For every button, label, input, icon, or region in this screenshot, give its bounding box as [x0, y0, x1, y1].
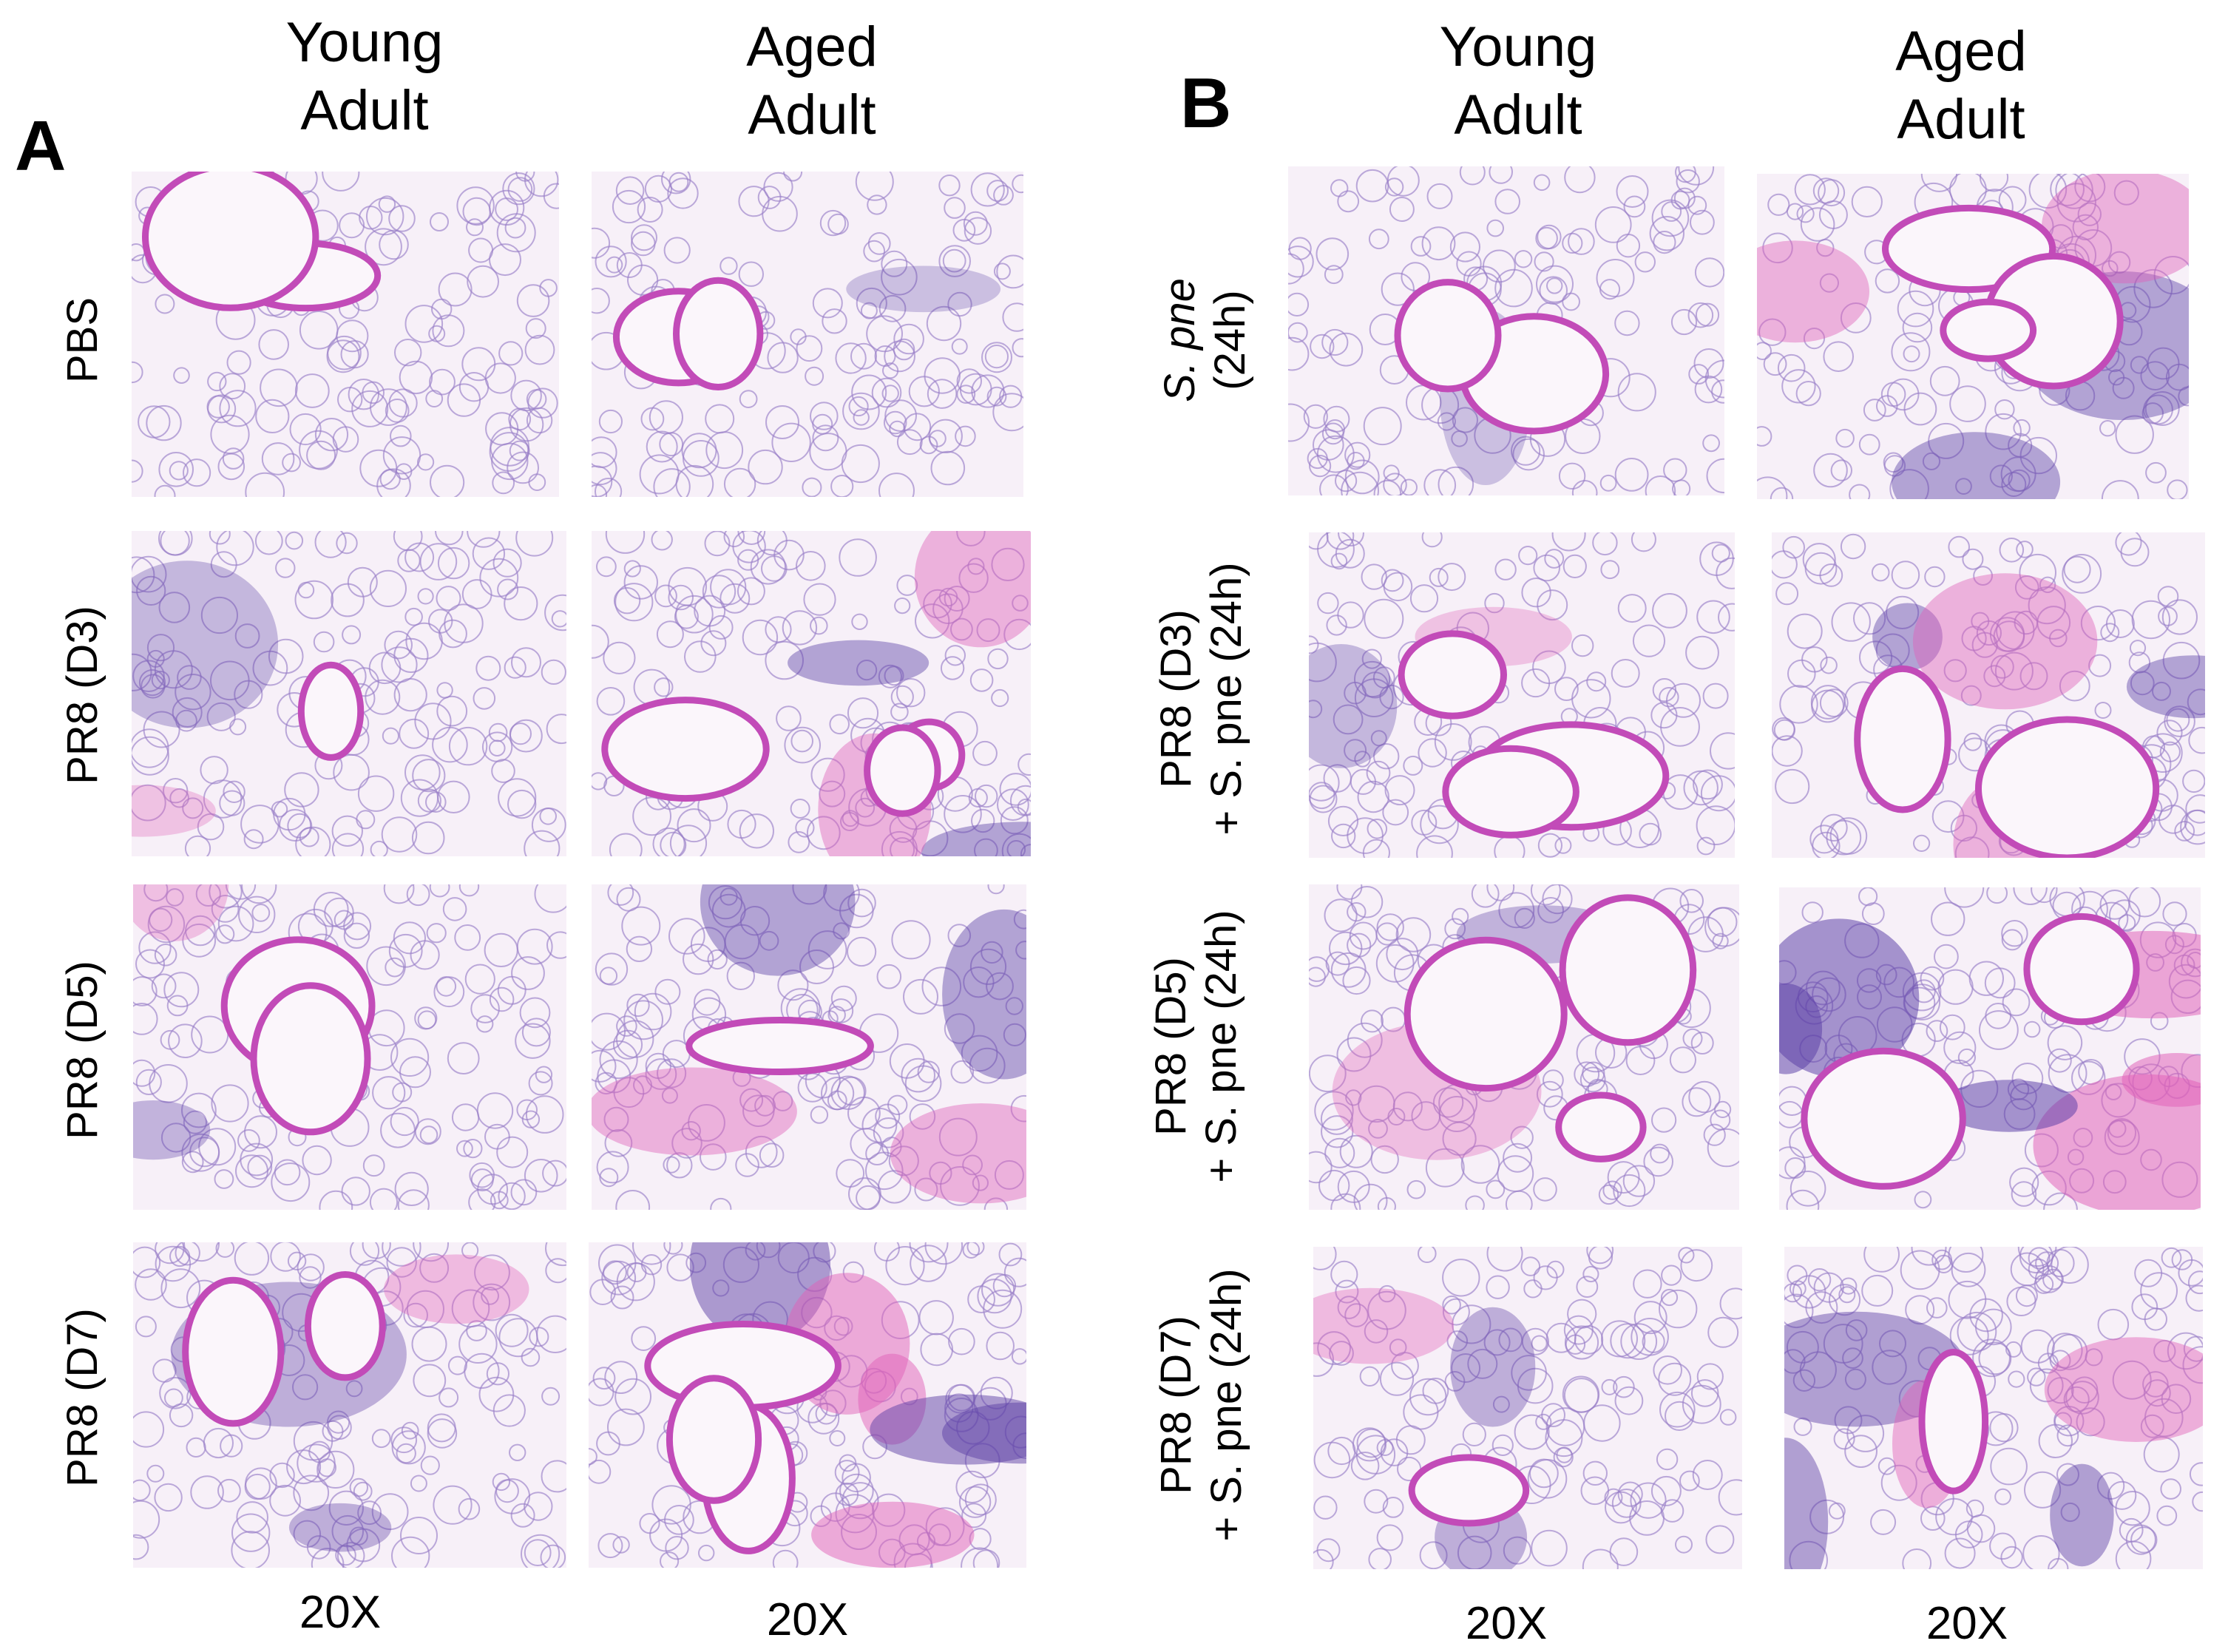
- histology-image-drawing: [592, 172, 1023, 497]
- row-label-line2: + S. pne (24h): [1202, 1268, 1250, 1542]
- histology-image-B-3-young: [1309, 884, 1739, 1210]
- histology-image-drawing: [1309, 884, 1739, 1210]
- panel-letter-a: A: [15, 106, 67, 186]
- histology-image-B-3-aged: [1779, 887, 2201, 1210]
- column-header-line2: Adult: [748, 84, 876, 146]
- histology-image-drawing: [1288, 166, 1724, 495]
- histology-image-drawing: [132, 172, 559, 497]
- row-label-line2: + S. pne (24h): [1197, 910, 1245, 1183]
- histology-image-drawing: [592, 884, 1026, 1210]
- histology-image-B-2-aged: [1772, 532, 2205, 858]
- histology-image-drawing: [1309, 532, 1735, 858]
- histology-image-A-3-young: [133, 884, 566, 1210]
- histology-image-drawing: [1757, 174, 2189, 499]
- column-header-line1: Young: [285, 11, 444, 74]
- column-header-line1: Aged: [746, 16, 878, 78]
- row-label-line2: (24h): [1206, 290, 1254, 390]
- histology-image-A-4-young: [133, 1242, 566, 1568]
- histology-image-drawing: [133, 1242, 566, 1568]
- histology-image-drawing: [1779, 887, 2201, 1210]
- histology-image-drawing: [132, 531, 566, 856]
- histology-image-drawing: [133, 884, 566, 1210]
- histology-image-A-4-aged: [589, 1242, 1026, 1568]
- row-label-line1: PR8 (D3): [1152, 609, 1200, 788]
- row-label-line1: PR8 (D7): [1152, 1316, 1200, 1494]
- row-label-line1: S. pne: [1156, 278, 1204, 402]
- column-header-aged-adult-a: Aged Adult: [605, 13, 1019, 149]
- histology-image-A-2-young: [132, 531, 566, 856]
- magnification-label-b-young: 20X: [1465, 1598, 1548, 1649]
- column-header-line2: Adult: [1897, 88, 2025, 151]
- row-label-line1: PR8 (D5): [1147, 957, 1195, 1136]
- magnification-label-a-young: 20X: [299, 1587, 382, 1638]
- histology-image-drawing: [1784, 1247, 2203, 1569]
- histology-image-drawing: [1313, 1247, 1742, 1569]
- histology-image-B-4-aged: [1784, 1247, 2203, 1569]
- histology-image-B-1-young: [1288, 166, 1724, 495]
- row-label-line1: PR8 (D7): [58, 1308, 106, 1487]
- column-header-line2: Adult: [1454, 84, 1582, 146]
- row-label-line2: + S. pne (24h): [1202, 562, 1250, 836]
- row-label-line1: PBS: [58, 297, 106, 384]
- magnification-label-b-aged: 20X: [1926, 1598, 2008, 1649]
- column-header-line1: Young: [1439, 16, 1597, 78]
- histology-image-drawing: [589, 1242, 1026, 1568]
- histology-image-B-2-young: [1309, 532, 1735, 858]
- column-header-aged-adult-b: Aged Adult: [1754, 18, 2168, 154]
- row-label-line1: PR8 (D3): [58, 606, 106, 785]
- column-header-young-adult-b: Young Adult: [1311, 13, 1725, 149]
- histology-image-A-3-aged: [592, 884, 1026, 1210]
- histology-image-B-4-young: [1313, 1247, 1742, 1569]
- magnification-label-a-aged: 20X: [766, 1594, 849, 1645]
- row-label-line1: PR8 (D5): [58, 961, 106, 1140]
- histology-image-drawing: [592, 531, 1031, 856]
- histology-image-A-1-aged: [592, 172, 1023, 497]
- panel-letter-b: B: [1180, 64, 1232, 143]
- column-header-line1: Aged: [1895, 20, 2027, 83]
- column-header-line2: Adult: [300, 79, 429, 142]
- histology-image-A-1-young: [132, 172, 559, 497]
- column-header-young-adult-a: Young Adult: [158, 9, 572, 145]
- histology-image-A-2-aged: [592, 531, 1031, 856]
- histology-image-B-1-aged: [1757, 174, 2189, 499]
- histology-image-drawing: [1772, 532, 2205, 858]
